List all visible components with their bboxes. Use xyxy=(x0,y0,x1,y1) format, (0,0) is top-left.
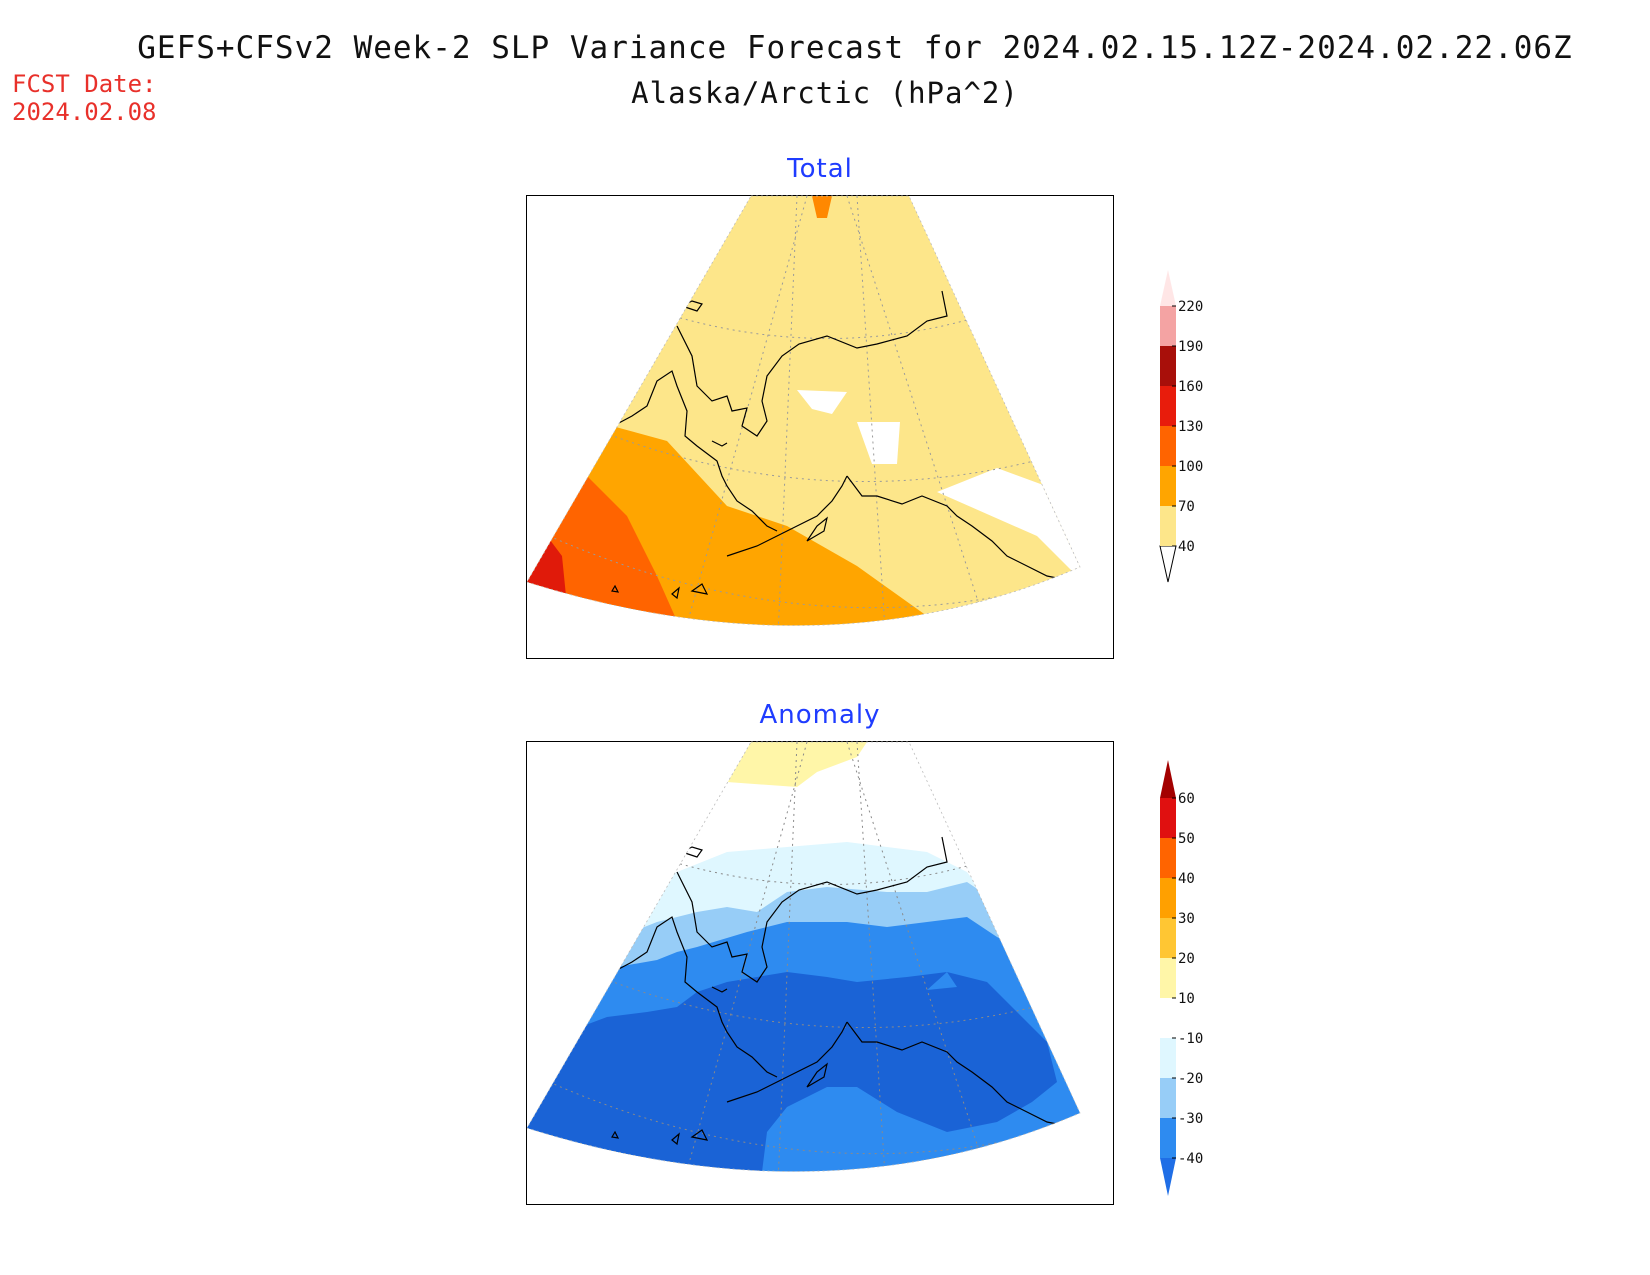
colorbar-box xyxy=(1160,386,1176,426)
colorbar-upper-extension xyxy=(1160,760,1176,798)
total-panel-title: Total xyxy=(787,154,853,184)
forecast-date-value: 2024.02.08 xyxy=(12,98,157,126)
colorbar-tick-label: -30 xyxy=(1178,1111,1203,1127)
colorbar-tick-label: 30 xyxy=(1178,911,1195,927)
anomaly-panel-title: Anomaly xyxy=(759,700,881,730)
colorbar-box xyxy=(1160,1078,1176,1118)
low-variance-patch xyxy=(797,390,847,414)
chart-title: GEFS+CFSv2 Week-2 SLP Variance Forecast … xyxy=(137,30,1573,66)
anomaly-minus20-minus30-fill xyxy=(827,1172,897,1212)
colorbar-tick-label: 100 xyxy=(1178,459,1203,475)
colorbar-tick-label: 20 xyxy=(1178,951,1195,967)
colorbar-lower-extension xyxy=(1160,1158,1176,1196)
colorbar-lower-extension xyxy=(1159,545,1177,583)
total-map-frame xyxy=(526,195,1114,659)
colorbar-tick-label: 40 xyxy=(1178,871,1195,887)
colorbar-box xyxy=(1160,466,1176,506)
colorbar-tick-label: 50 xyxy=(1178,831,1195,847)
colorbar-box xyxy=(1160,506,1176,546)
graticule xyxy=(527,196,1080,626)
colorbar-tick-label: 130 xyxy=(1178,419,1203,435)
total-map xyxy=(526,195,1081,626)
colorbar-box xyxy=(1160,998,1176,1038)
anomaly-minus30-minus40-fill xyxy=(927,972,957,990)
coastline xyxy=(611,290,1080,600)
colorbar-box xyxy=(1160,426,1176,466)
colorbar-box xyxy=(1160,918,1176,958)
colorbar-box xyxy=(1160,798,1176,838)
colorbar-tick-label: 160 xyxy=(1178,379,1203,395)
colorbar-tick-label: 70 xyxy=(1178,499,1195,515)
variance-70-100-fill xyxy=(812,196,832,218)
colorbar-tick-label: -10 xyxy=(1178,1031,1203,1047)
colorbar-upper-extension xyxy=(1160,270,1176,306)
forecast-date-label: FCST Date: xyxy=(12,70,157,98)
colorbar-box xyxy=(1160,878,1176,918)
total-colorbar: 40 70 100 130 160 190 220 xyxy=(1159,270,1203,583)
colorbar-box xyxy=(1160,1118,1176,1158)
anomaly-map-frame xyxy=(526,741,1114,1205)
colorbar-tick-label: 190 xyxy=(1178,339,1203,355)
colorbar-tick-label: 10 xyxy=(1178,991,1195,1007)
colorbar-box xyxy=(1160,306,1176,346)
graticule xyxy=(527,742,1080,1172)
colorbar-tick-label: 60 xyxy=(1178,791,1195,807)
colorbar-box xyxy=(1160,838,1176,878)
chart-subtitle: Alaska/Arctic (hPa^2) xyxy=(631,76,1019,110)
colorbar-box xyxy=(1160,1038,1176,1078)
colorbar-box xyxy=(1160,958,1176,998)
colorbar-box xyxy=(1160,346,1176,386)
colorbar-tick-label: 220 xyxy=(1178,299,1203,315)
colorbar-tick-label: 40 xyxy=(1178,539,1195,555)
low-variance-patch xyxy=(857,422,900,464)
colorbar-tick-label: -20 xyxy=(1178,1071,1203,1087)
anomaly-map xyxy=(526,741,1081,1172)
colorbar-tick-label: -40 xyxy=(1178,1151,1203,1167)
anomaly-10-20-fill xyxy=(727,742,867,787)
coastline xyxy=(611,836,1080,1146)
anomaly-colorbar: -40 -30 -20 -10 10 20 30 40 50 60 xyxy=(1160,760,1203,1196)
anomaly-below-minus40-fill xyxy=(527,972,1057,1172)
